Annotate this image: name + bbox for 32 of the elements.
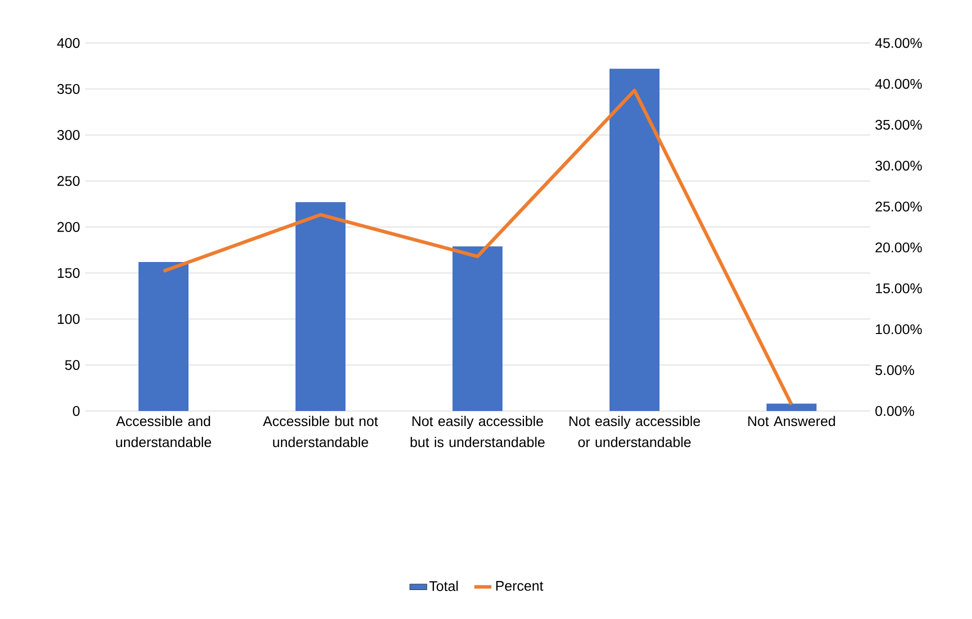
- legend-label: Total: [429, 580, 458, 592]
- bar: [138, 262, 189, 411]
- x-tick-label: Not Answered: [748, 416, 835, 426]
- y2-tick-label: 0.00%: [875, 406, 914, 416]
- bar: [766, 404, 817, 411]
- y-tick-label: 50: [65, 360, 80, 370]
- y-tick-label: 250: [57, 176, 80, 186]
- y2-tick-label: 45.00%: [875, 38, 922, 48]
- y2-tick-label: 5.00%: [875, 365, 914, 376]
- legend-label: Percent: [496, 581, 544, 591]
- y2-tick-label: 25.00%: [876, 202, 922, 212]
- y-tick-label: 100: [58, 314, 80, 324]
- y2-tick-label: 30.00%: [875, 160, 922, 171]
- bar: [610, 68, 660, 411]
- x-tick-label: Accessible and understandable: [116, 416, 212, 448]
- bar: [452, 246, 503, 411]
- x-tick-label: Not easily accessible but is understandable: [410, 416, 545, 448]
- y-tick-label: 350: [57, 84, 80, 94]
- bar: [296, 202, 346, 411]
- x-tick-label: Accessible but not understandable: [262, 416, 378, 448]
- y2-tick-label: 40.00%: [875, 78, 922, 89]
- y-tick-label: 400: [57, 38, 80, 48]
- x-tick-label: Not easily accessible or understandable: [570, 416, 700, 448]
- y2-tick-label: 15.00%: [876, 283, 922, 294]
- y2-tick-label: 20.00%: [876, 242, 922, 252]
- y2-tick-label: 10.00%: [876, 324, 922, 334]
- y-tick-label: 150: [58, 268, 80, 278]
- y-tick-label: 300: [57, 130, 80, 140]
- y-tick-label: 0: [72, 406, 80, 416]
- y2-tick-label: 35.00%: [875, 120, 922, 130]
- y-tick-label: 200: [57, 222, 80, 232]
- line-series: [162, 88, 794, 406]
